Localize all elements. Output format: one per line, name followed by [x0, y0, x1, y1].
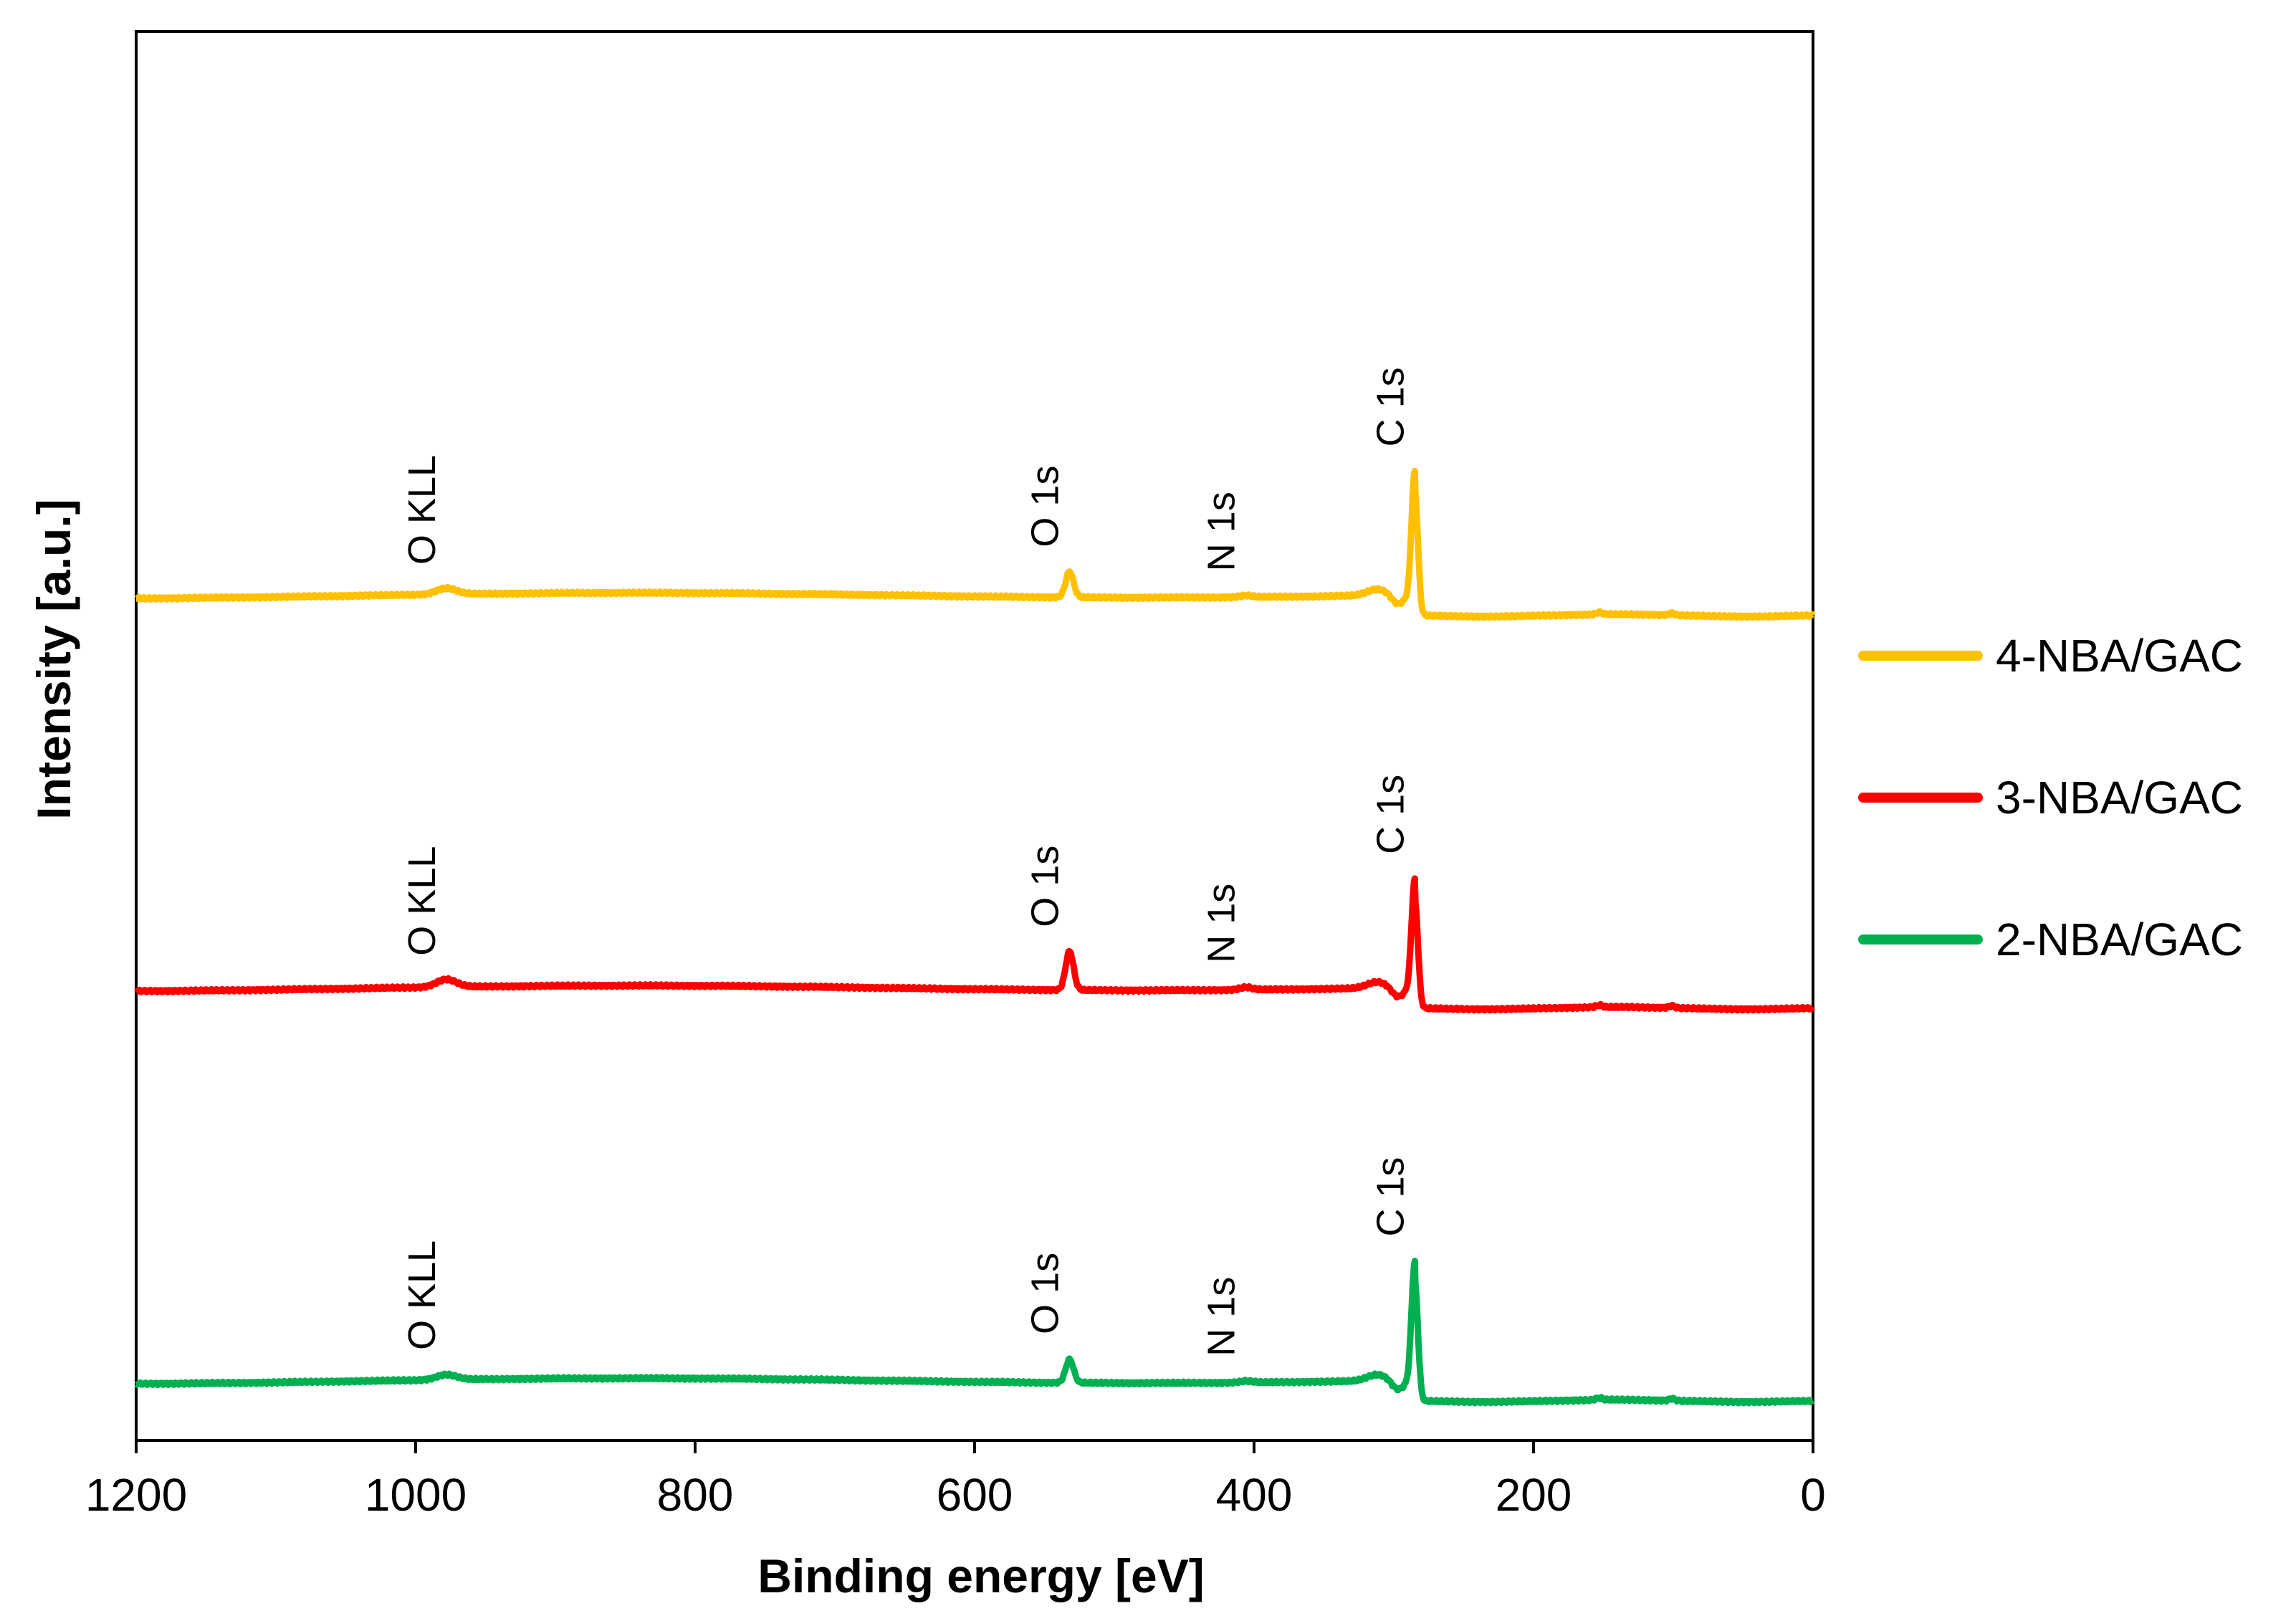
peak-label: O KLL: [401, 846, 444, 956]
x-tick-label: 800: [657, 1469, 734, 1521]
x-tick-label: 600: [937, 1469, 1013, 1521]
peak-annotations: O KLL O 1s N 1s C 1s O KLL O 1s N 1s C 1s O KLL O…: [401, 367, 1412, 1356]
peak-label: O KLL: [401, 455, 444, 565]
peak-label: N 1s: [1200, 884, 1243, 963]
x-tick-label: 1200: [85, 1469, 187, 1521]
x-tick-label: 0: [1800, 1469, 1826, 1521]
peak-label: O 1s: [1024, 1253, 1067, 1334]
peak-label: N 1s: [1200, 1277, 1243, 1357]
peak-label: C 1s: [1369, 1157, 1412, 1236]
peak-label: N 1s: [1200, 492, 1243, 571]
series-line-3-NBA/GAC: [133, 875, 1816, 1014]
peak-label: C 1s: [1369, 775, 1412, 854]
peak-label: O KLL: [401, 1240, 444, 1350]
peak-label: O 1s: [1024, 466, 1067, 547]
series-line-4-NBA/GAC: [133, 467, 1816, 621]
legend-label: 2-NBA/GAC: [1996, 914, 2243, 965]
peak-label: O 1s: [1024, 846, 1067, 927]
legend-label: 3-NBA/GAC: [1996, 772, 2243, 823]
legend-label: 4-NBA/GAC: [1996, 630, 2243, 682]
x-axis-title: Binding energy [eV]: [757, 1549, 1204, 1602]
y-axis-title: Intensity [a.u.]: [27, 499, 80, 819]
series-line-2-NBA/GAC: [133, 1258, 1816, 1407]
peak-label: C 1s: [1369, 367, 1412, 446]
plot-frame: [135, 30, 1814, 1442]
series-layer: [133, 467, 1816, 1407]
x-tick-label: 1000: [365, 1469, 467, 1521]
x-tick-label: 400: [1216, 1469, 1293, 1521]
legend: 4-NBA/GAC 3-NBA/GAC 2-NBA/GAC: [1858, 630, 2243, 965]
x-axis-ticks: 1200 1000 800 600 400 200 0: [85, 1440, 1826, 1521]
x-tick-label: 200: [1496, 1469, 1572, 1521]
